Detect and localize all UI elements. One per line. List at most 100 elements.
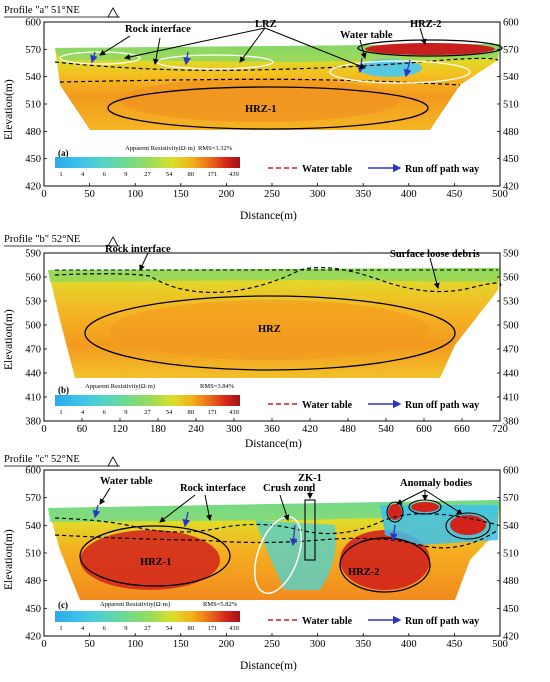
x-axis-label-c: Distance(m): [240, 660, 297, 672]
x-tick-label: 0: [41, 424, 46, 435]
y-tick-label-right: 540: [503, 72, 519, 83]
hrz1-body: [120, 78, 400, 122]
y-tick-label: 450: [25, 604, 41, 615]
annotation-arrow: [264, 27, 366, 69]
label-water-table-c: Water table: [100, 476, 153, 487]
y-tick-label-right: 470: [503, 345, 519, 356]
x-axis-label-a: Distance(m): [240, 210, 297, 222]
label-rock-interface-c: Rock interface: [180, 483, 246, 494]
low-res-zone-c: [255, 520, 336, 590]
y-tick-label: 560: [25, 273, 41, 284]
anomaly-ellipse: [386, 501, 404, 523]
colorbar-value: 27: [144, 409, 151, 416]
colorbar-value: 54: [166, 625, 173, 632]
label-hrz1: HRZ-1: [245, 104, 277, 115]
colorbar-value: 171: [208, 625, 218, 632]
x-tick-label: 400: [401, 639, 417, 650]
x-tick-label: 180: [150, 424, 166, 435]
y-tick-label-right: 560: [503, 273, 519, 284]
colorbar-values-b: 1 4 6 9 27 54 80 171 439: [59, 409, 239, 416]
colorbar-value: 171: [208, 171, 218, 178]
y-tick-label-right: 450: [503, 604, 519, 615]
annotation-arrow: [279, 494, 290, 521]
runoff-arrow: [182, 511, 191, 528]
north-triangle-icon: [107, 7, 119, 18]
x-tick-label: 150: [173, 189, 189, 200]
x-tick-label: 100: [127, 189, 143, 200]
y-tick-label-right: 440: [503, 369, 519, 380]
colorbar-value: 439: [229, 625, 239, 632]
colorbar-value: 27: [144, 171, 151, 178]
x-tick-label: 0: [41, 189, 46, 200]
y-tick-label: 510: [25, 549, 41, 560]
y-tick-label: 570: [25, 45, 41, 56]
colorbar-value: 1: [59, 625, 62, 632]
x-tick-label: 300: [226, 424, 242, 435]
x-axis-label-b: Distance(m): [245, 438, 302, 450]
colorbar-values-a: 1 4 6 9 27 54 80 171 439: [59, 171, 239, 178]
y-tick-label: 470: [25, 345, 41, 356]
x-tick-label: 150: [173, 639, 189, 650]
colorbar-value: 80: [188, 625, 195, 632]
y-tick-label: 420: [25, 182, 41, 193]
profile-title-b: Profile "b" 52°NE: [4, 234, 80, 245]
x-tick-label: 250: [264, 639, 280, 650]
y-tick-label: 410: [25, 393, 41, 404]
x-tick-label: 450: [447, 189, 463, 200]
y-tick-label-right: 410: [503, 393, 519, 404]
colorbar-c: [55, 611, 240, 622]
hrz-body: [110, 300, 430, 360]
rms-c: RMS=5.82%: [203, 601, 238, 608]
legend-runoff-b: Run off path way: [405, 400, 479, 411]
annotation-arrow: [429, 257, 440, 289]
legend-water-table-c: Water table: [302, 616, 353, 627]
colorbar-value: 6: [103, 625, 107, 632]
label-anomaly: Anomaly bodies: [400, 478, 472, 489]
profile-title-a: Profile "a" 51°NE: [4, 5, 80, 16]
colorbar-value: 6: [103, 171, 107, 178]
colorbar-value: 9: [124, 409, 127, 416]
y-tick-label: 600: [25, 18, 41, 29]
hrz1-body-c: [80, 530, 220, 590]
rock-interface-line-a: [54, 57, 499, 71]
colorbar-title-a: Apparent Resistivity(Ω·m): [125, 145, 195, 152]
x-tick-label: 360: [264, 424, 280, 435]
y-tick-label: 480: [25, 127, 41, 138]
x-tick-label: 400: [401, 189, 417, 200]
anomaly-ellipse: [445, 512, 491, 540]
colorbar-value: 54: [166, 171, 173, 178]
y-tick-label: 530: [25, 297, 41, 308]
panel-b: Rock interface Surface loose debris HRZ …: [3, 234, 519, 450]
y-tick-label-right: 420: [503, 632, 519, 643]
colorbar-value: 4: [81, 625, 85, 632]
y-tick-label: 600: [25, 466, 41, 477]
colorbar-value: 1: [59, 409, 62, 416]
label-rock-interface: Rock interface: [125, 24, 191, 35]
panel-letter-a: (a): [58, 148, 69, 158]
anomaly-body-1: [388, 504, 402, 520]
anomaly-body-2: [411, 502, 439, 512]
colorbar-title-c: Apparent Resistivity(Ω·m): [100, 601, 170, 608]
x-tick-label: 350: [355, 639, 371, 650]
label-water-table: Water table: [340, 30, 393, 41]
colorbar-b: [55, 395, 240, 406]
runoff-arrow: [92, 504, 101, 519]
colorbar-values-c: 1 4 6 9 27 54 80 171 439: [59, 625, 239, 632]
y-tick-label-right: 600: [503, 466, 519, 477]
colorbar-value: 1: [59, 171, 62, 178]
annotation-arrow: [99, 35, 131, 56]
rock-interface-line-b: [54, 266, 502, 293]
y-tick-label-right: 380: [503, 417, 519, 428]
annotation-arrow: [419, 27, 427, 45]
x-tick-label: 480: [340, 424, 356, 435]
colorbar-value: 27: [144, 625, 151, 632]
x-tick-label: 500: [492, 639, 508, 650]
colorbar-value: 9: [124, 625, 127, 632]
label-lrz: LRZ: [255, 19, 277, 30]
y-tick-label: 590: [25, 249, 41, 260]
panel-letter-b: (b): [58, 385, 69, 395]
runoff-arrow: [403, 59, 412, 78]
annotation-arrow: [359, 39, 367, 59]
